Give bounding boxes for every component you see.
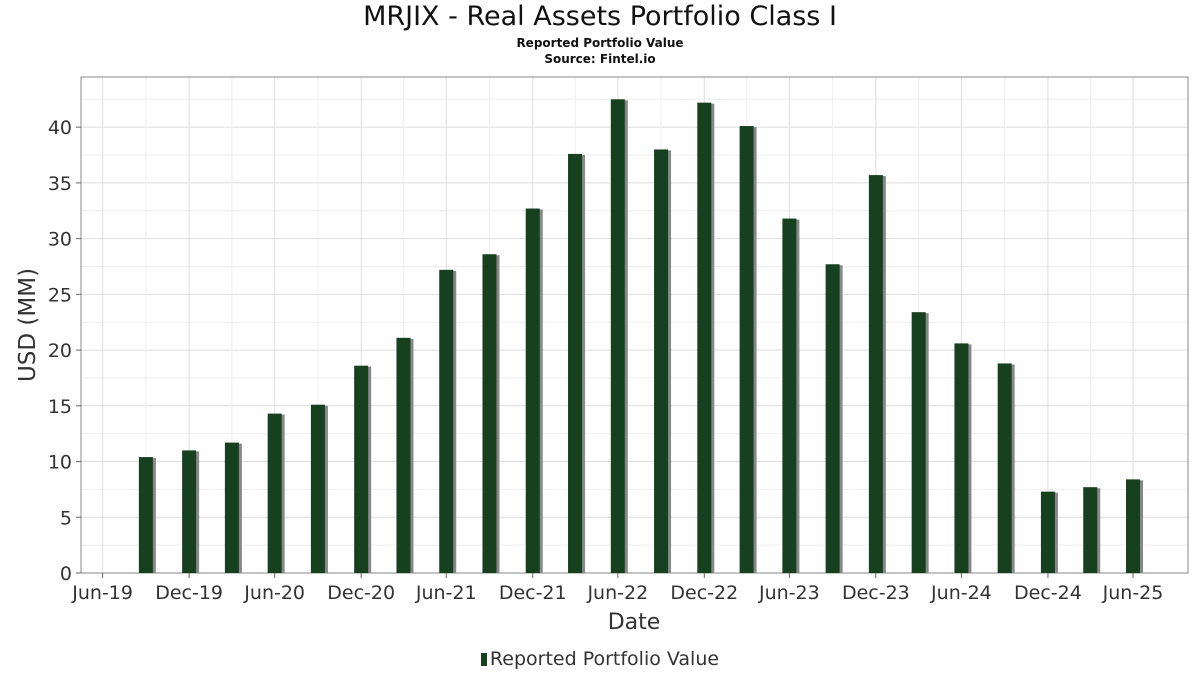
x-tick-label: Dec-21: [499, 582, 567, 604]
bar: [825, 264, 840, 573]
x-tick-label: Jun-22: [586, 582, 648, 604]
y-tick-label: 10: [48, 452, 72, 474]
x-tick-label: Dec-24: [1014, 582, 1082, 604]
legend: Reported Portfolio Value: [0, 648, 1200, 670]
y-tick-label: 0: [60, 563, 72, 585]
bar: [610, 99, 625, 573]
bar: [354, 365, 369, 573]
legend-swatch: [480, 653, 487, 666]
x-axis: Jun-19 Dec-19 Jun-20 Dec-20 Jun-21 Dec-21 Jun-…: [71, 573, 1163, 604]
bar: [1040, 491, 1055, 573]
bar: [568, 153, 583, 573]
bar: [782, 218, 797, 573]
y-tick-label: 15: [48, 396, 72, 418]
x-tick-label: Dec-23: [842, 582, 910, 604]
bar: [911, 312, 926, 573]
x-tick-label: Dec-22: [670, 582, 738, 604]
bar: [1083, 487, 1098, 573]
y-tick-label: 40: [48, 117, 72, 139]
y-tick-label: 25: [48, 284, 72, 306]
x-tick-label: Dec-19: [155, 582, 223, 604]
bar: [224, 442, 239, 573]
x-tick-label: Jun-23: [758, 582, 820, 604]
bar-series: [138, 99, 1144, 573]
bar: [868, 175, 883, 573]
bar: [482, 254, 497, 573]
bar: [138, 457, 153, 573]
y-tick-label: 5: [60, 507, 72, 529]
bar: [739, 126, 754, 573]
x-tick-label: Jun-21: [415, 582, 477, 604]
chart-title: MRJIX - Real Assets Portfolio Class I: [363, 1, 837, 32]
bar: [997, 363, 1012, 573]
bar: [182, 450, 197, 573]
bar: [1126, 479, 1141, 573]
y-axis: 0 5 10 15 20 25 30 35 40: [48, 117, 81, 585]
bar: [267, 413, 282, 573]
x-tick-label: Jun-20: [243, 582, 305, 604]
plot-frame: [80, 76, 1189, 574]
x-tick-label: Jun-24: [930, 582, 992, 604]
bar: [697, 102, 712, 573]
legend-label: Reported Portfolio Value: [489, 648, 720, 670]
y-tick-label: 20: [48, 340, 72, 362]
bar: [654, 149, 669, 573]
y-tick-label: 35: [48, 173, 72, 195]
chart-source: Source: Fintel.io: [544, 52, 656, 66]
chart-subtitle: Reported Portfolio Value: [516, 36, 684, 50]
bar: [954, 343, 969, 573]
y-axis-label: USD (MM): [15, 268, 41, 382]
x-tick-label: Jun-19: [71, 582, 133, 604]
x-axis-label: Date: [608, 610, 661, 635]
y-tick-label: 30: [48, 229, 72, 251]
bar: [439, 269, 454, 573]
bar: [396, 337, 411, 573]
x-tick-label: Dec-20: [327, 582, 395, 604]
bar: [525, 208, 540, 573]
bar: [310, 404, 325, 573]
grid-lines: [81, 77, 1188, 574]
x-tick-label: Jun-25: [1102, 582, 1164, 604]
